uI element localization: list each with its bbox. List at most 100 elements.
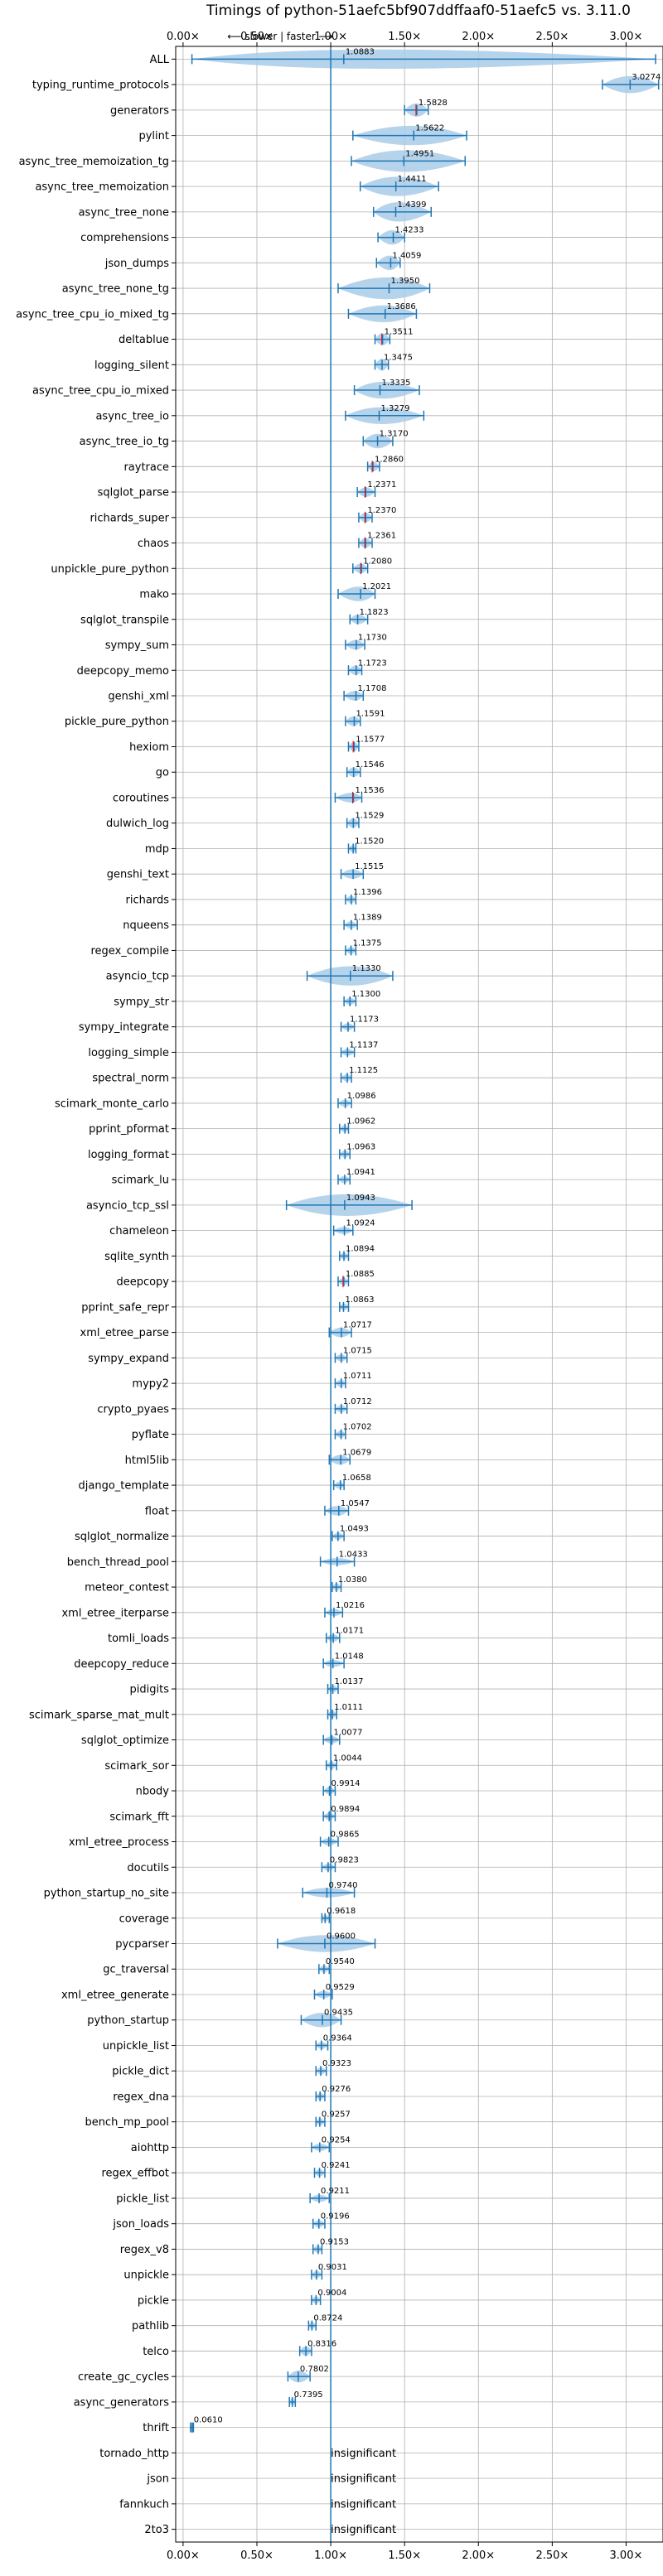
y-tick-label: scimark_monte_carlo (55, 1097, 169, 1110)
value-label: 1.3170 (380, 430, 409, 439)
y-tick-label: raytrace (123, 461, 169, 474)
value-label: 0.9865 (331, 1831, 360, 1840)
value-label: 0.8724 (313, 2314, 342, 2323)
y-tick-label: python_startup (87, 2014, 169, 2027)
value-label: 1.0077 (333, 1729, 362, 1738)
y-tick-label: mdp (145, 843, 169, 856)
y-tick-label: xml_etree_process (69, 1836, 169, 1849)
chart-title: Timings of python-51aefc5bf907ddffaaf0-5… (206, 2, 631, 19)
y-tick-label: sqlglot_normalize (75, 1531, 169, 1543)
y-tick-label: deepcopy_memo (77, 665, 169, 678)
y-tick-label: pylint (138, 130, 169, 142)
value-label: 1.2021 (362, 582, 391, 591)
y-tick-label: 2to3 (144, 2524, 169, 2536)
y-tick-label: ALL (150, 54, 170, 66)
label-layer: 1.0883 3.0274 1.5828 1.5622 1.4951 1.4411 1.43… (194, 47, 661, 2536)
y-tick-label: dulwich_log (106, 818, 169, 830)
x-tick-label: 1.00× (314, 2549, 347, 2562)
value-label: 1.1125 (349, 1066, 378, 1075)
value-label: 1.3686 (387, 302, 416, 311)
y-tick-label: deltablue (119, 334, 169, 346)
y-tick-label: xml_etree_iterparse (61, 1607, 169, 1619)
value-label: 1.1546 (356, 760, 385, 769)
value-label: 3.0274 (632, 73, 661, 82)
y-tick-label: chaos (138, 538, 169, 550)
value-label: 1.0894 (346, 1244, 375, 1253)
y-tick-label: sympy_sum (105, 639, 169, 652)
y-tick-label: async_tree_memoization_tg (19, 156, 169, 168)
value-label: 0.0610 (194, 2416, 223, 2425)
y-tick-label: tornado_http (99, 2448, 169, 2460)
value-label: 0.9257 (322, 2110, 351, 2120)
y-tick-label: sqlite_synth (104, 1251, 169, 1263)
value-label: 0.9914 (332, 1779, 361, 1788)
value-label: 1.0679 (342, 1448, 371, 1457)
y-tick-label: regex_dna (113, 2091, 169, 2103)
value-label: 0.9323 (322, 2059, 351, 2068)
value-label: 0.9740 (328, 1881, 357, 1890)
y-tick-label: sympy_integrate (79, 1021, 169, 1034)
value-label: 0.9254 (322, 2135, 351, 2144)
value-label: 1.0044 (333, 1754, 362, 1763)
value-label: 1.5828 (419, 99, 448, 108)
value-label: 1.0963 (346, 1142, 375, 1151)
grid-layer (176, 46, 663, 2542)
value-label: 1.2860 (375, 455, 404, 464)
value-label: 1.3335 (382, 379, 411, 388)
value-label: 0.9364 (323, 2033, 352, 2043)
value-label: 1.0547 (341, 1499, 370, 1508)
value-label: 1.1529 (355, 812, 384, 821)
y-tick-label: fannkuch (119, 2498, 169, 2511)
y-tick-label: meteor_contest (85, 1582, 169, 1594)
y-tick-label: django_template (79, 1480, 169, 1493)
y-tick-label: genshi_text (107, 869, 169, 881)
y-tick-label: bench_mp_pool (85, 2116, 169, 2129)
value-label: 1.0433 (339, 1550, 368, 1559)
value-label: 1.1389 (353, 914, 382, 923)
value-label: 1.4059 (392, 251, 421, 260)
direction-label: ⟵ slower | faster ⟶ (227, 31, 333, 42)
value-label: 1.1520 (355, 837, 384, 846)
y-tick-label: deepcopy (116, 1276, 169, 1289)
y-tick-label: hexiom (129, 741, 169, 754)
y-tick-label: comprehensions (80, 232, 169, 244)
x-tick-label: 3.00× (610, 31, 643, 43)
value-label: 1.0111 (334, 1703, 363, 1712)
value-label: 0.9529 (326, 1983, 355, 1992)
x-tick-label: 2.00× (462, 31, 495, 43)
value-label: 0.9823 (330, 1855, 359, 1864)
value-label: 0.9211 (321, 2187, 350, 2196)
value-label: 1.0658 (342, 1474, 371, 1483)
y-tick-label: genshi_xml (108, 690, 169, 702)
y-tick-label: async_tree_cpu_io_mixed_tg (16, 308, 169, 321)
x-tick-label: 0.00× (167, 31, 200, 43)
y-tick-label: logging_simple (88, 1047, 169, 1059)
y-tick-label: pickle_list (116, 2192, 169, 2205)
value-label: 0.9435 (324, 2009, 353, 2018)
y-tick-label: pickle_dict (112, 2066, 169, 2078)
y-tick-label: sqlglot_transpile (80, 614, 169, 626)
value-label: 1.0171 (335, 1627, 364, 1636)
y-tick-label: pprint_pformat (89, 1123, 169, 1136)
y-tick-label: pprint_safe_repr (81, 1301, 169, 1314)
y-tick-label: unpickle_list (103, 2040, 169, 2053)
value-label: 1.2080 (363, 557, 392, 566)
y-tick-label: asyncio_tcp_ssl (86, 1199, 169, 1212)
value-label: 0.9031 (318, 2263, 347, 2272)
y-tick-label: scimark_fft (109, 1811, 169, 1823)
axis-layer: 0.00× 0.00× 0.50× 0.50× 1.00× 1.00× 1.50× 1.50×… (16, 31, 642, 2562)
x-tick-label: 2.50× (535, 2549, 569, 2562)
y-tick-label: telco (143, 2346, 169, 2358)
value-label: 1.4411 (398, 175, 427, 184)
y-tick-label: sqlglot_parse (98, 487, 169, 499)
y-tick-label: async_tree_memoization (35, 181, 169, 194)
y-tick-label: scimark_lu (112, 1175, 169, 1187)
y-tick-label: async_tree_cpu_io_mixed (32, 385, 169, 398)
value-label: 1.1515 (355, 862, 384, 871)
value-label: 1.3475 (384, 353, 413, 362)
y-tick-label: regex_effbot (101, 2168, 169, 2180)
y-tick-label: pathlib (132, 2320, 169, 2332)
y-tick-label: json (146, 2473, 169, 2486)
y-tick-label: async_tree_none (79, 206, 169, 219)
plot-frame (175, 46, 663, 2543)
